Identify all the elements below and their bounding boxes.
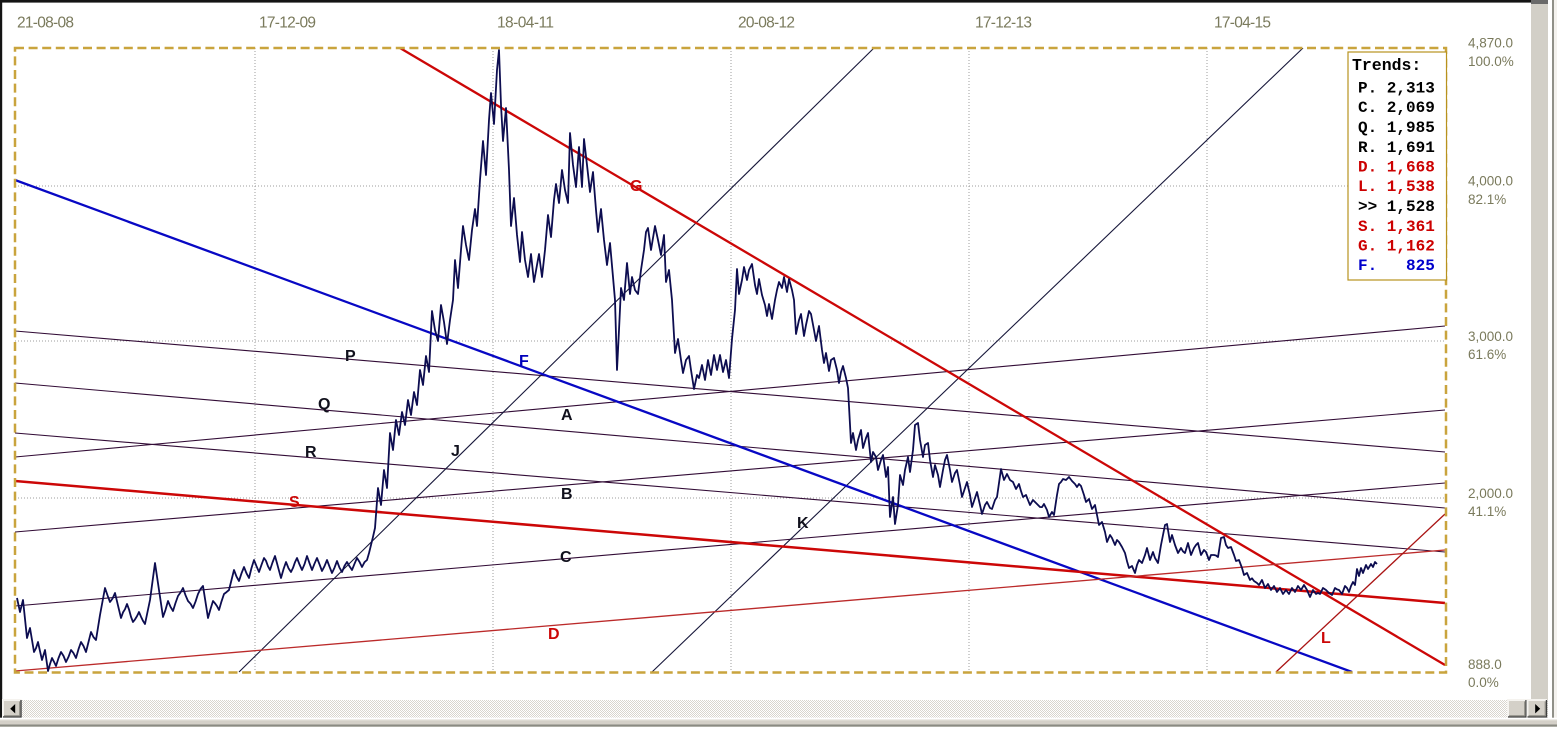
svg-text:888.0: 888.0 [1468, 657, 1502, 672]
svg-text:4,870.0: 4,870.0 [1468, 36, 1513, 51]
svg-text:B: B [561, 486, 573, 503]
svg-text:41.1%: 41.1% [1468, 504, 1506, 519]
svg-text:Trends:: Trends: [1352, 56, 1421, 75]
svg-text:R. 1,691: R. 1,691 [1358, 139, 1435, 157]
svg-text:D: D [548, 626, 560, 643]
svg-text:K: K [797, 515, 809, 532]
svg-text:18-04-11: 18-04-11 [497, 15, 554, 32]
svg-text:82.1%: 82.1% [1468, 192, 1506, 207]
svg-text:G. 1,162: G. 1,162 [1358, 238, 1435, 256]
svg-text:2,000.0: 2,000.0 [1468, 486, 1513, 501]
svg-text:3,000.0: 3,000.0 [1468, 329, 1513, 344]
svg-text:R: R [305, 444, 317, 461]
svg-text:P: P [345, 348, 356, 365]
svg-text:G: G [630, 178, 642, 195]
svg-text:17-12-13: 17-12-13 [975, 15, 1032, 32]
svg-text:S: S [289, 494, 300, 511]
svg-text:17-12-09: 17-12-09 [259, 15, 316, 32]
svg-text:D. 1,668: D. 1,668 [1358, 159, 1435, 177]
svg-text:L: L [1321, 630, 1331, 647]
svg-text:Q: Q [318, 396, 330, 413]
svg-text:100.0%: 100.0% [1468, 54, 1514, 69]
svg-text:A: A [561, 407, 573, 424]
svg-text:4,000.0: 4,000.0 [1468, 174, 1513, 189]
svg-text:F: F [519, 353, 529, 370]
svg-text:Q. 1,985: Q. 1,985 [1358, 119, 1435, 137]
svg-text:C: C [560, 549, 572, 566]
svg-text:S. 1,361: S. 1,361 [1358, 218, 1435, 236]
svg-text:P. 2,313: P. 2,313 [1358, 80, 1435, 98]
svg-text:C. 2,069: C. 2,069 [1358, 99, 1435, 117]
svg-text:L. 1,538: L. 1,538 [1358, 178, 1435, 196]
svg-text:J: J [451, 443, 460, 460]
svg-text:0.0%: 0.0% [1468, 675, 1499, 690]
svg-text:21-08-08: 21-08-08 [17, 15, 74, 32]
svg-text:20-08-12: 20-08-12 [738, 15, 795, 32]
svg-text:17-04-15: 17-04-15 [1214, 15, 1271, 32]
svg-text:61.6%: 61.6% [1468, 347, 1506, 362]
svg-text:F. 825: F. 825 [1358, 257, 1435, 275]
svg-text:>> 1,528: >> 1,528 [1358, 198, 1435, 216]
